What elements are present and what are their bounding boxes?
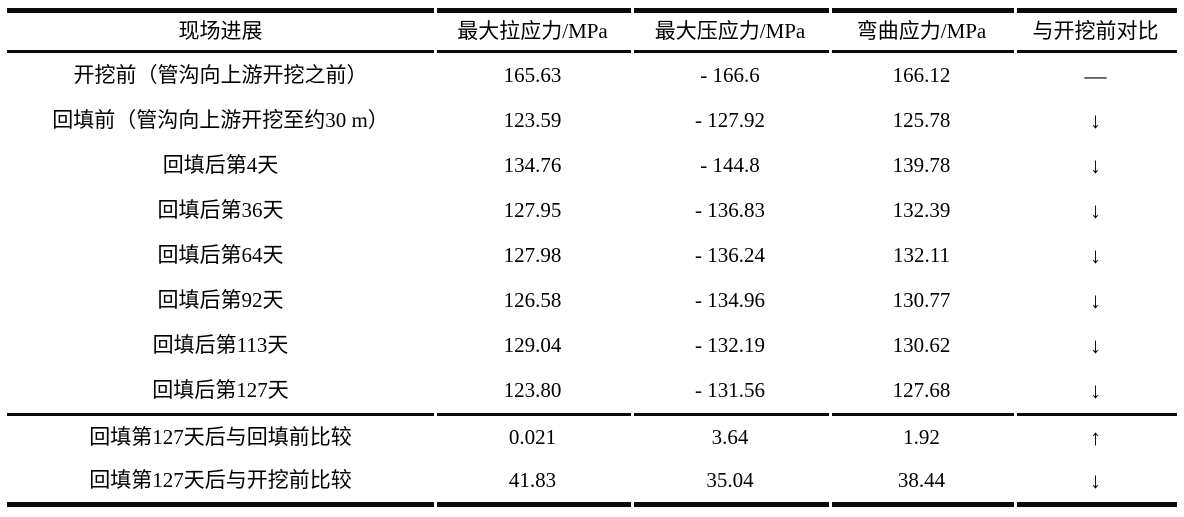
- trend-cell: ↑: [1090, 424, 1101, 450]
- stage-cell: 开挖前（管沟向上游开挖之前）: [73, 63, 368, 87]
- summary-row: 回填第127天后与开挖前比较 41.83 35.04 38.44 ↓: [7, 459, 1177, 502]
- table-row: 回填后第92天 126.58 - 134.96 130.77 ↓: [7, 278, 1177, 323]
- compressive-cell: - 127.92: [695, 108, 765, 132]
- column-header-stage: 现场进展: [178, 19, 263, 43]
- stage-cell: 回填后第113天: [152, 333, 289, 357]
- rule-segment: [829, 502, 1014, 507]
- rule-segment: [434, 413, 631, 416]
- stage-cell: 回填前（管沟向上游开挖至约30 m）: [52, 108, 389, 132]
- table-row: 回填后第36天 127.95 - 136.83 132.39 ↓: [7, 188, 1177, 233]
- bending-cell: 130.62: [892, 333, 951, 357]
- rule-segment: [1014, 502, 1177, 507]
- rule-segment: [631, 502, 829, 507]
- header-separator-rule: [7, 50, 1177, 53]
- table-row: 回填后第4天 134.76 - 144.8 139.78 ↓: [7, 143, 1177, 188]
- table-row: 回填后第113天 129.04 - 132.19 130.62 ↓: [7, 323, 1177, 368]
- rule-segment: [1014, 50, 1177, 53]
- trend-cell: ↓: [1090, 197, 1101, 223]
- compressive-cell: - 131.56: [695, 378, 765, 402]
- header-row: 现场进展 最大拉应力/MPa 最大压应力/MPa 弯曲应力/MPa 与开挖前对比: [7, 13, 1177, 50]
- compressive-cell: - 132.19: [695, 333, 765, 357]
- tensile-cell: 127.98: [503, 243, 562, 267]
- rule-segment: [829, 50, 1014, 53]
- rule-segment: [829, 413, 1014, 416]
- rule-segment: [631, 413, 829, 416]
- tensile-cell: 41.83: [508, 468, 557, 492]
- rule-segment: [7, 413, 434, 416]
- tensile-cell: 129.04: [503, 333, 562, 357]
- bending-cell: 130.77: [892, 288, 951, 312]
- stress-results-table: 现场进展 最大拉应力/MPa 最大压应力/MPa 弯曲应力/MPa 与开挖前对比…: [7, 8, 1177, 507]
- trend-cell: ↓: [1090, 107, 1101, 133]
- tensile-cell: 126.58: [503, 288, 562, 312]
- tensile-cell: 0.021: [508, 425, 557, 449]
- rule-segment: [631, 8, 829, 13]
- tensile-cell: 165.63: [503, 63, 562, 87]
- compressive-cell: - 166.6: [700, 63, 760, 87]
- table-row: 回填后第64天 127.98 - 136.24 132.11 ↓: [7, 233, 1177, 278]
- compressive-cell: 3.64: [711, 425, 749, 449]
- rule-segment: [7, 8, 434, 13]
- bending-cell: 127.68: [892, 378, 951, 402]
- summary-row: 回填第127天后与回填前比较 0.021 3.64 1.92 ↑: [7, 416, 1177, 459]
- rule-segment: [434, 502, 631, 507]
- rule-segment: [434, 8, 631, 13]
- bottom-rule: [7, 502, 1177, 507]
- rule-segment: [7, 502, 434, 507]
- column-header-tensile: 最大拉应力/MPa: [457, 19, 608, 43]
- rule-segment: [7, 50, 434, 53]
- tensile-cell: 134.76: [503, 153, 562, 177]
- stage-cell: 回填后第4天: [162, 153, 279, 177]
- trend-cell: —: [1084, 62, 1107, 88]
- bending-cell: 132.39: [892, 198, 951, 222]
- bending-cell: 1.92: [903, 425, 940, 449]
- bending-cell: 125.78: [892, 108, 951, 132]
- rule-segment: [829, 8, 1014, 13]
- summary-separator-rule: [7, 413, 1177, 416]
- column-header-compressive: 最大压应力/MPa: [654, 19, 806, 43]
- bending-cell: 166.12: [892, 63, 951, 87]
- tensile-cell: 127.95: [503, 198, 562, 222]
- compressive-cell: - 136.83: [695, 198, 765, 222]
- stage-cell: 回填后第36天: [157, 198, 284, 222]
- bending-cell: 38.44: [897, 468, 946, 492]
- stage-cell: 回填后第127天: [152, 378, 289, 402]
- rule-segment: [1014, 413, 1177, 416]
- compressive-cell: 35.04: [706, 468, 754, 492]
- stage-cell: 回填后第64天: [157, 243, 284, 267]
- trend-cell: ↓: [1090, 467, 1101, 493]
- compressive-cell: - 144.8: [700, 153, 760, 177]
- rule-segment: [1014, 8, 1177, 13]
- bending-cell: 139.78: [892, 153, 951, 177]
- table-row: 回填前（管沟向上游开挖至约30 m） 123.59 - 127.92 125.7…: [7, 98, 1177, 143]
- table-row: 开挖前（管沟向上游开挖之前） 165.63 - 166.6 166.12 —: [7, 53, 1177, 98]
- compressive-cell: - 134.96: [695, 288, 765, 312]
- bending-cell: 132.11: [893, 243, 950, 267]
- column-header-comparison: 与开挖前对比: [1032, 19, 1159, 43]
- rule-segment: [434, 50, 631, 53]
- trend-cell: ↓: [1090, 242, 1101, 268]
- stage-cell: 回填后第92天: [157, 288, 284, 312]
- stage-cell: 回填第127天后与开挖前比较: [89, 468, 352, 492]
- tensile-cell: 123.59: [503, 108, 562, 132]
- table-row: 回填后第127天 123.80 - 131.56 127.68 ↓: [7, 368, 1177, 413]
- trend-cell: ↓: [1090, 332, 1101, 358]
- tensile-cell: 123.80: [503, 378, 562, 402]
- rule-segment: [631, 50, 829, 53]
- column-header-bending: 弯曲应力/MPa: [856, 19, 987, 43]
- stage-cell: 回填第127天后与回填前比较: [89, 425, 352, 449]
- compressive-cell: - 136.24: [695, 243, 765, 267]
- trend-cell: ↓: [1090, 152, 1101, 178]
- trend-cell: ↓: [1090, 377, 1101, 403]
- trend-cell: ↓: [1090, 287, 1101, 313]
- top-rule: [7, 8, 1177, 13]
